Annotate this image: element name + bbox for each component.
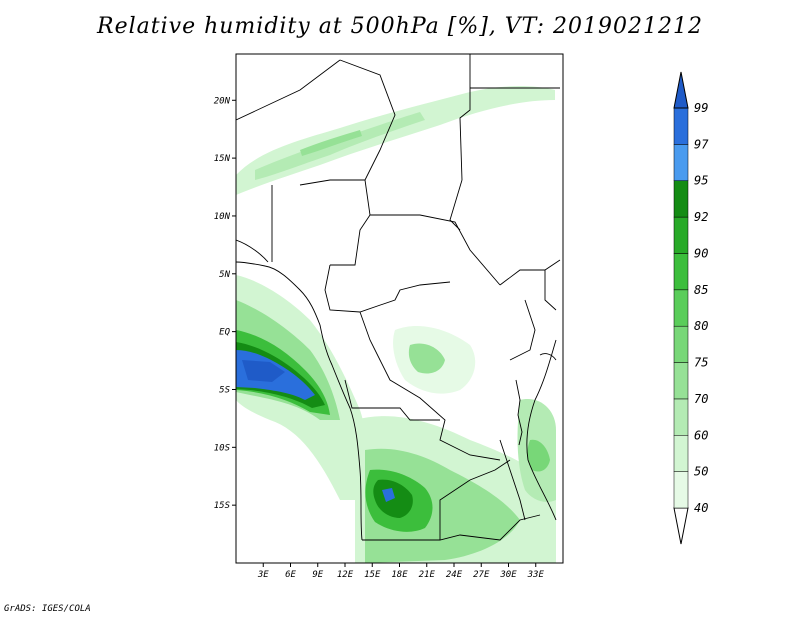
colorbar-segment xyxy=(673,435,689,472)
border-14 xyxy=(362,514,541,541)
coastline-guinea xyxy=(236,239,269,263)
coastline-west xyxy=(236,261,363,541)
border-9 xyxy=(449,179,463,231)
colorbar-label: 90 xyxy=(694,246,708,260)
border-3 xyxy=(459,54,471,181)
grads-credit: GrADS: IGES/COLA xyxy=(4,604,91,614)
border-1 xyxy=(236,59,341,121)
colorbar-segment xyxy=(673,180,689,218)
border-6 xyxy=(299,179,365,186)
coastline-east xyxy=(526,339,557,521)
rh-field-sahel-band xyxy=(236,86,555,195)
lat-tick-label: 10S xyxy=(214,443,231,453)
colorbar-label: 95 xyxy=(694,174,708,188)
border-12 xyxy=(359,311,501,461)
latitude-axis: 20N 15N 10N 5N EQ 5S 10S 15S xyxy=(214,96,236,511)
rh-field-east-mid xyxy=(527,439,550,472)
lat-tick-label: 10N xyxy=(214,212,231,222)
lake-1 xyxy=(515,379,523,446)
colorbar: 40 50 60 70 75 80 85 90 92 95 97 99 xyxy=(673,71,709,545)
lat-tick-label: 20N xyxy=(214,96,231,106)
colorbar-segment xyxy=(673,144,689,181)
lat-tick-label: 5N xyxy=(219,270,230,280)
lon-tick-label: 6E xyxy=(285,570,296,580)
border-10 xyxy=(499,259,561,286)
lon-tick-label: 12E xyxy=(337,570,354,580)
colorbar-segment xyxy=(673,289,689,327)
border-5 xyxy=(330,179,371,266)
lat-tick-label: 5S xyxy=(219,385,230,395)
humidity-fields xyxy=(236,86,556,563)
lat-tick-label: 15N xyxy=(214,154,231,164)
lat-tick-label: EQ xyxy=(219,328,230,338)
border-2 xyxy=(339,59,396,181)
rh-field-sahel-core xyxy=(255,112,425,180)
lon-tick-label: 30E xyxy=(499,570,517,580)
colorbar-label: 92 xyxy=(694,210,708,224)
colorbar-segment xyxy=(673,471,689,509)
colorbar-label: 97 xyxy=(694,137,709,151)
border-18 xyxy=(499,439,526,521)
colorbar-label: 99 xyxy=(694,101,708,115)
colorbar-segment xyxy=(673,362,689,400)
border-16 xyxy=(509,299,536,361)
map-title: Relative humidity at 500hPa [%], VT: 201… xyxy=(97,14,703,39)
colorbar-segment xyxy=(673,107,689,145)
lon-tick-label: 21E xyxy=(419,570,436,580)
political-boundaries xyxy=(236,54,561,541)
lon-tick-label: 15E xyxy=(364,570,381,580)
lon-tick-label: 24E xyxy=(446,570,463,580)
colorbar-segment xyxy=(673,398,689,436)
rh-field-south-blue xyxy=(382,488,395,502)
colorbar-upper-arrow xyxy=(673,71,689,109)
colorbar-label: 85 xyxy=(694,283,708,297)
border-8 xyxy=(370,214,501,286)
lon-tick-label: 33E xyxy=(527,570,545,580)
rh-field-congo-mid xyxy=(408,343,445,374)
lon-tick-label: 9E xyxy=(312,570,323,580)
colorbar-label: 75 xyxy=(694,356,708,370)
colorbar-segment xyxy=(673,216,689,254)
rh-field-sahel-core2 xyxy=(300,130,362,156)
border-11 xyxy=(324,264,451,313)
lake-2 xyxy=(539,353,557,361)
lon-tick-label: 3E xyxy=(257,570,269,580)
lon-tick-label: 27E xyxy=(473,570,490,580)
colorbar-label: 40 xyxy=(694,501,708,515)
lat-tick-label: 15S xyxy=(214,501,231,511)
colorbar-segment xyxy=(673,325,689,363)
border-13 xyxy=(344,379,440,421)
lon-tick-label: 18E xyxy=(391,570,408,580)
colorbar-lower-arrow xyxy=(673,507,689,545)
colorbar-label: 60 xyxy=(694,428,708,442)
rh-field-gulf-blue2 xyxy=(242,360,285,382)
longitude-axis: 3E 6E 9E 12E 15E 18E 21E 24E 27E 30E 33E xyxy=(257,563,545,580)
colorbar-label: 70 xyxy=(694,392,708,406)
colorbar-label: 50 xyxy=(694,465,708,479)
colorbar-segment xyxy=(673,253,689,291)
border-17 xyxy=(544,270,557,311)
colorbar-label: 80 xyxy=(694,319,708,333)
border-15 xyxy=(439,459,511,540)
